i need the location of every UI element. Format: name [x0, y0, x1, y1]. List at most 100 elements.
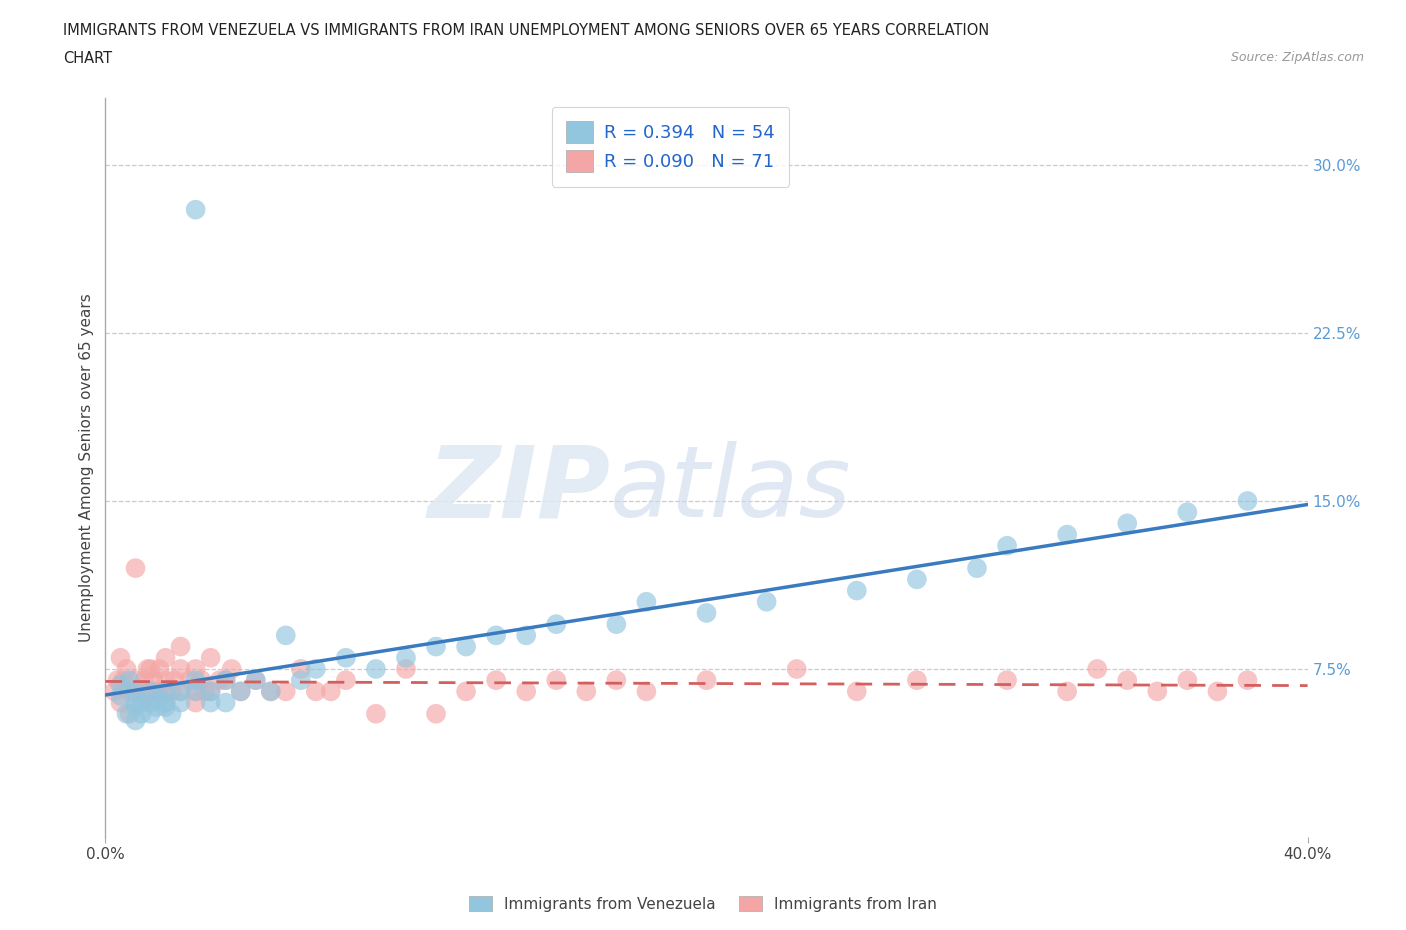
Point [139, 684, 162, 698]
Point [124, 699, 146, 714]
Point [636, 684, 658, 698]
Point [124, 672, 146, 687]
Point [1056, 684, 1078, 698]
Point [364, 707, 387, 722]
Point [110, 688, 132, 703]
Point [454, 684, 477, 698]
Point [184, 672, 207, 687]
Point [214, 672, 236, 687]
Point [1085, 661, 1108, 676]
Point [142, 672, 165, 687]
Point [118, 707, 141, 722]
Point [124, 713, 146, 728]
Point [696, 605, 718, 620]
Point [905, 672, 928, 687]
Point [103, 684, 125, 698]
Point [575, 684, 598, 698]
Point [335, 650, 357, 665]
Point [260, 684, 283, 698]
Point [155, 684, 177, 698]
Point [155, 650, 177, 665]
Point [110, 650, 132, 665]
Point [274, 628, 297, 643]
Point [208, 672, 231, 687]
Point [1236, 494, 1258, 509]
Point [160, 707, 183, 722]
Point [1175, 505, 1198, 520]
Point [134, 672, 156, 687]
Point [221, 661, 243, 676]
Point [139, 695, 162, 710]
Point [184, 684, 207, 698]
Text: Source: ZipAtlas.com: Source: ZipAtlas.com [1230, 51, 1364, 64]
Point [485, 672, 508, 687]
Point [1116, 672, 1139, 687]
Point [139, 695, 162, 710]
Point [155, 695, 177, 710]
Point [136, 661, 159, 676]
Y-axis label: Unemployment Among Seniors over 65 years: Unemployment Among Seniors over 65 years [79, 293, 94, 642]
Point [305, 684, 328, 698]
Point [131, 695, 153, 710]
Point [118, 672, 141, 687]
Point [163, 672, 186, 687]
Point [515, 628, 537, 643]
Point [1116, 516, 1139, 531]
Point [636, 594, 658, 609]
Point [169, 684, 191, 698]
Point [395, 661, 418, 676]
Point [425, 639, 447, 654]
Point [546, 617, 568, 631]
Point [131, 684, 153, 698]
Point [274, 684, 297, 698]
Point [245, 672, 267, 687]
Point [335, 672, 357, 687]
Point [107, 672, 129, 687]
Point [696, 672, 718, 687]
Point [184, 695, 207, 710]
Point [110, 695, 132, 710]
Point [395, 650, 418, 665]
Point [290, 672, 312, 687]
Point [155, 695, 177, 710]
Point [845, 684, 868, 698]
Point [184, 202, 207, 217]
Point [214, 672, 236, 687]
Point [755, 594, 778, 609]
Point [118, 684, 141, 698]
Point [139, 684, 162, 698]
Point [200, 695, 222, 710]
Point [112, 672, 135, 687]
Point [179, 672, 201, 687]
Point [160, 684, 183, 698]
Text: CHART: CHART [63, 51, 112, 66]
Point [546, 672, 568, 687]
Point [184, 661, 207, 676]
Legend: Immigrants from Venezuela, Immigrants from Iran: Immigrants from Venezuela, Immigrants fr… [463, 889, 943, 918]
Point [184, 684, 207, 698]
Point [200, 684, 222, 698]
Point [169, 639, 191, 654]
Point [995, 672, 1018, 687]
Point [966, 561, 988, 576]
Text: IMMIGRANTS FROM VENEZUELA VS IMMIGRANTS FROM IRAN UNEMPLOYMENT AMONG SENIORS OVE: IMMIGRANTS FROM VENEZUELA VS IMMIGRANTS … [63, 23, 990, 38]
Point [214, 695, 236, 710]
Point [290, 661, 312, 676]
Point [124, 695, 146, 710]
Legend: R = 0.394   N = 54, R = 0.090   N = 71: R = 0.394 N = 54, R = 0.090 N = 71 [551, 107, 789, 187]
Point [145, 684, 167, 698]
Point [190, 672, 212, 687]
Point [155, 699, 177, 714]
Point [200, 650, 222, 665]
Text: ZIP: ZIP [427, 441, 610, 538]
Point [115, 707, 138, 722]
Point [110, 677, 132, 692]
Point [305, 661, 328, 676]
Point [1175, 672, 1198, 687]
Text: atlas: atlas [610, 441, 852, 538]
Point [1236, 672, 1258, 687]
Point [364, 661, 387, 676]
Point [148, 691, 170, 706]
Point [124, 561, 146, 576]
Point [229, 684, 252, 698]
